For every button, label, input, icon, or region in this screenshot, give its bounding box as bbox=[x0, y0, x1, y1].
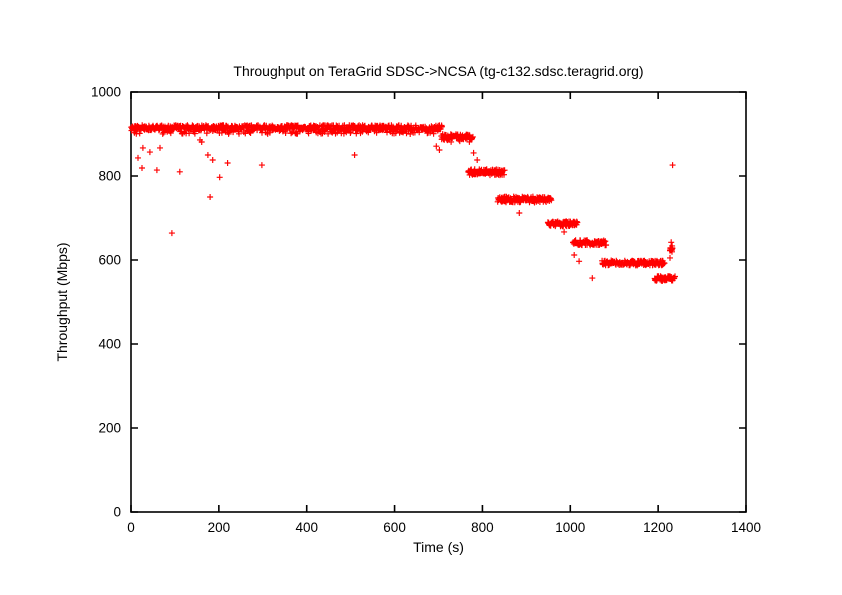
y-tick-label: 1000 bbox=[91, 85, 121, 100]
x-tick-label: 400 bbox=[295, 520, 318, 535]
x-tick-label: 600 bbox=[383, 520, 406, 535]
y-tick-label: 400 bbox=[98, 337, 121, 352]
x-tick-label: 1200 bbox=[643, 520, 673, 535]
axis-ticks bbox=[130, 91, 747, 513]
x-tick-label: 0 bbox=[127, 520, 135, 535]
x-axis-label: Time (s) bbox=[413, 539, 464, 555]
x-tick-label: 1400 bbox=[731, 520, 761, 535]
x-tick-label: 1000 bbox=[555, 520, 585, 535]
x-tick-label: 200 bbox=[208, 520, 231, 535]
y-tick-label: 200 bbox=[98, 421, 121, 436]
x-tick-label: 800 bbox=[471, 520, 494, 535]
plot-border bbox=[130, 91, 747, 513]
y-tick-label: 600 bbox=[98, 253, 121, 268]
y-tick-label: 0 bbox=[113, 505, 121, 520]
scatter-points bbox=[128, 122, 678, 284]
y-tick-label: 800 bbox=[98, 169, 121, 184]
chart-title: Throughput on TeraGrid SDSC->NCSA (tg-c1… bbox=[233, 63, 644, 79]
